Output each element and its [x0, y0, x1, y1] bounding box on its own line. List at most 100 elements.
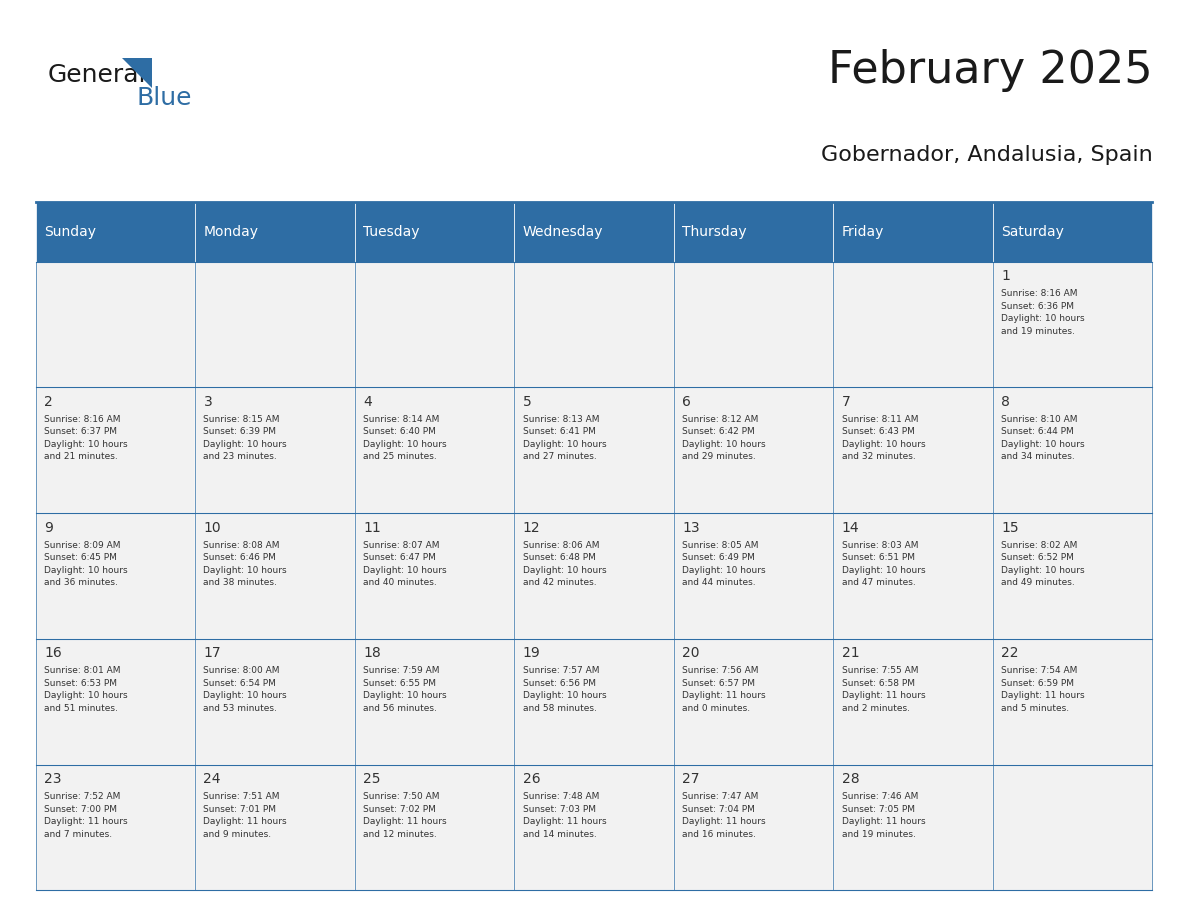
Text: Sunrise: 7:57 AM
Sunset: 6:56 PM
Daylight: 10 hours
and 58 minutes.: Sunrise: 7:57 AM Sunset: 6:56 PM Dayligh…	[523, 666, 606, 713]
Bar	[355, 639, 514, 765]
Bar	[36, 387, 195, 513]
Text: Sunrise: 7:56 AM
Sunset: 6:57 PM
Daylight: 11 hours
and 0 minutes.: Sunrise: 7:56 AM Sunset: 6:57 PM Dayligh…	[682, 666, 766, 713]
Text: 16: 16	[44, 646, 62, 660]
Text: 9: 9	[44, 521, 52, 534]
Bar	[993, 387, 1152, 513]
Text: 2: 2	[44, 395, 52, 409]
Bar	[993, 513, 1152, 639]
Text: 11: 11	[364, 521, 381, 534]
Bar	[674, 513, 833, 639]
Bar	[355, 262, 514, 387]
Text: Wednesday: Wednesday	[523, 225, 604, 239]
Bar	[355, 387, 514, 513]
Text: 7: 7	[841, 395, 851, 409]
Bar	[195, 202, 355, 262]
Bar	[514, 202, 674, 262]
Text: Friday: Friday	[841, 225, 884, 239]
Text: 6: 6	[682, 395, 691, 409]
Bar	[674, 639, 833, 765]
Text: 25: 25	[364, 772, 380, 786]
Bar	[355, 765, 514, 890]
Text: 10: 10	[203, 521, 221, 534]
Bar	[674, 262, 833, 387]
Text: 15: 15	[1001, 521, 1019, 534]
Bar	[674, 387, 833, 513]
Text: Sunrise: 8:16 AM
Sunset: 6:36 PM
Daylight: 10 hours
and 19 minutes.: Sunrise: 8:16 AM Sunset: 6:36 PM Dayligh…	[1001, 289, 1085, 336]
Text: Sunrise: 8:16 AM
Sunset: 6:37 PM
Daylight: 10 hours
and 21 minutes.: Sunrise: 8:16 AM Sunset: 6:37 PM Dayligh…	[44, 415, 127, 462]
Bar	[514, 639, 674, 765]
Text: Sunrise: 8:15 AM
Sunset: 6:39 PM
Daylight: 10 hours
and 23 minutes.: Sunrise: 8:15 AM Sunset: 6:39 PM Dayligh…	[203, 415, 287, 462]
Bar	[195, 765, 355, 890]
Text: 26: 26	[523, 772, 541, 786]
Text: Sunday: Sunday	[44, 225, 96, 239]
Text: Saturday: Saturday	[1001, 225, 1064, 239]
Text: Sunrise: 8:00 AM
Sunset: 6:54 PM
Daylight: 10 hours
and 53 minutes.: Sunrise: 8:00 AM Sunset: 6:54 PM Dayligh…	[203, 666, 287, 713]
Text: Sunrise: 8:13 AM
Sunset: 6:41 PM
Daylight: 10 hours
and 27 minutes.: Sunrise: 8:13 AM Sunset: 6:41 PM Dayligh…	[523, 415, 606, 462]
Text: 14: 14	[841, 521, 859, 534]
Text: Sunrise: 7:46 AM
Sunset: 7:05 PM
Daylight: 11 hours
and 19 minutes.: Sunrise: 7:46 AM Sunset: 7:05 PM Dayligh…	[841, 792, 925, 839]
Text: 3: 3	[203, 395, 213, 409]
Text: Sunrise: 7:51 AM
Sunset: 7:01 PM
Daylight: 11 hours
and 9 minutes.: Sunrise: 7:51 AM Sunset: 7:01 PM Dayligh…	[203, 792, 287, 839]
Text: Sunrise: 7:59 AM
Sunset: 6:55 PM
Daylight: 10 hours
and 56 minutes.: Sunrise: 7:59 AM Sunset: 6:55 PM Dayligh…	[364, 666, 447, 713]
Text: Sunrise: 8:14 AM
Sunset: 6:40 PM
Daylight: 10 hours
and 25 minutes.: Sunrise: 8:14 AM Sunset: 6:40 PM Dayligh…	[364, 415, 447, 462]
Text: 23: 23	[44, 772, 62, 786]
Text: Sunrise: 8:01 AM
Sunset: 6:53 PM
Daylight: 10 hours
and 51 minutes.: Sunrise: 8:01 AM Sunset: 6:53 PM Dayligh…	[44, 666, 127, 713]
Text: General: General	[48, 63, 146, 87]
Text: Sunrise: 7:50 AM
Sunset: 7:02 PM
Daylight: 11 hours
and 12 minutes.: Sunrise: 7:50 AM Sunset: 7:02 PM Dayligh…	[364, 792, 447, 839]
Text: 21: 21	[841, 646, 859, 660]
Text: Sunrise: 7:54 AM
Sunset: 6:59 PM
Daylight: 11 hours
and 5 minutes.: Sunrise: 7:54 AM Sunset: 6:59 PM Dayligh…	[1001, 666, 1085, 713]
Text: 22: 22	[1001, 646, 1018, 660]
Text: Sunrise: 7:48 AM
Sunset: 7:03 PM
Daylight: 11 hours
and 14 minutes.: Sunrise: 7:48 AM Sunset: 7:03 PM Dayligh…	[523, 792, 606, 839]
Bar	[514, 262, 674, 387]
Bar	[195, 262, 355, 387]
Text: Sunrise: 7:52 AM
Sunset: 7:00 PM
Daylight: 11 hours
and 7 minutes.: Sunrise: 7:52 AM Sunset: 7:00 PM Dayligh…	[44, 792, 127, 839]
Text: 18: 18	[364, 646, 381, 660]
Text: 5: 5	[523, 395, 531, 409]
Text: Sunrise: 7:47 AM
Sunset: 7:04 PM
Daylight: 11 hours
and 16 minutes.: Sunrise: 7:47 AM Sunset: 7:04 PM Dayligh…	[682, 792, 766, 839]
Text: Sunrise: 8:03 AM
Sunset: 6:51 PM
Daylight: 10 hours
and 47 minutes.: Sunrise: 8:03 AM Sunset: 6:51 PM Dayligh…	[841, 541, 925, 588]
Bar	[674, 765, 833, 890]
Text: 12: 12	[523, 521, 541, 534]
Text: Sunrise: 8:06 AM
Sunset: 6:48 PM
Daylight: 10 hours
and 42 minutes.: Sunrise: 8:06 AM Sunset: 6:48 PM Dayligh…	[523, 541, 606, 588]
Bar	[36, 202, 195, 262]
Text: 4: 4	[364, 395, 372, 409]
Text: 20: 20	[682, 646, 700, 660]
Bar	[833, 639, 993, 765]
Text: Sunrise: 7:55 AM
Sunset: 6:58 PM
Daylight: 11 hours
and 2 minutes.: Sunrise: 7:55 AM Sunset: 6:58 PM Dayligh…	[841, 666, 925, 713]
Bar	[355, 513, 514, 639]
Text: Sunrise: 8:11 AM
Sunset: 6:43 PM
Daylight: 10 hours
and 32 minutes.: Sunrise: 8:11 AM Sunset: 6:43 PM Dayligh…	[841, 415, 925, 462]
Text: 27: 27	[682, 772, 700, 786]
Text: Sunrise: 8:09 AM
Sunset: 6:45 PM
Daylight: 10 hours
and 36 minutes.: Sunrise: 8:09 AM Sunset: 6:45 PM Dayligh…	[44, 541, 127, 588]
Text: Gobernador, Andalusia, Spain: Gobernador, Andalusia, Spain	[821, 145, 1152, 165]
Text: Sunrise: 8:07 AM
Sunset: 6:47 PM
Daylight: 10 hours
and 40 minutes.: Sunrise: 8:07 AM Sunset: 6:47 PM Dayligh…	[364, 541, 447, 588]
Bar	[833, 387, 993, 513]
Bar	[195, 513, 355, 639]
Bar	[993, 262, 1152, 387]
Text: Thursday: Thursday	[682, 225, 747, 239]
Text: February 2025: February 2025	[828, 49, 1152, 92]
Bar	[833, 202, 993, 262]
Bar	[674, 202, 833, 262]
Text: Blue: Blue	[137, 86, 192, 110]
Text: 8: 8	[1001, 395, 1010, 409]
Text: 1: 1	[1001, 269, 1010, 283]
Text: Sunrise: 8:05 AM
Sunset: 6:49 PM
Daylight: 10 hours
and 44 minutes.: Sunrise: 8:05 AM Sunset: 6:49 PM Dayligh…	[682, 541, 766, 588]
Text: Tuesday: Tuesday	[364, 225, 419, 239]
Bar	[993, 639, 1152, 765]
Bar	[833, 765, 993, 890]
Text: 17: 17	[203, 646, 221, 660]
Text: Sunrise: 8:10 AM
Sunset: 6:44 PM
Daylight: 10 hours
and 34 minutes.: Sunrise: 8:10 AM Sunset: 6:44 PM Dayligh…	[1001, 415, 1085, 462]
Bar	[195, 639, 355, 765]
Text: 28: 28	[841, 772, 859, 786]
Bar	[514, 765, 674, 890]
Bar	[993, 202, 1152, 262]
Text: Sunrise: 8:08 AM
Sunset: 6:46 PM
Daylight: 10 hours
and 38 minutes.: Sunrise: 8:08 AM Sunset: 6:46 PM Dayligh…	[203, 541, 287, 588]
Text: 19: 19	[523, 646, 541, 660]
Bar	[514, 387, 674, 513]
Bar	[36, 513, 195, 639]
Bar	[36, 262, 195, 387]
Text: Monday: Monday	[203, 225, 259, 239]
Text: 13: 13	[682, 521, 700, 534]
Bar	[833, 262, 993, 387]
Bar	[833, 513, 993, 639]
